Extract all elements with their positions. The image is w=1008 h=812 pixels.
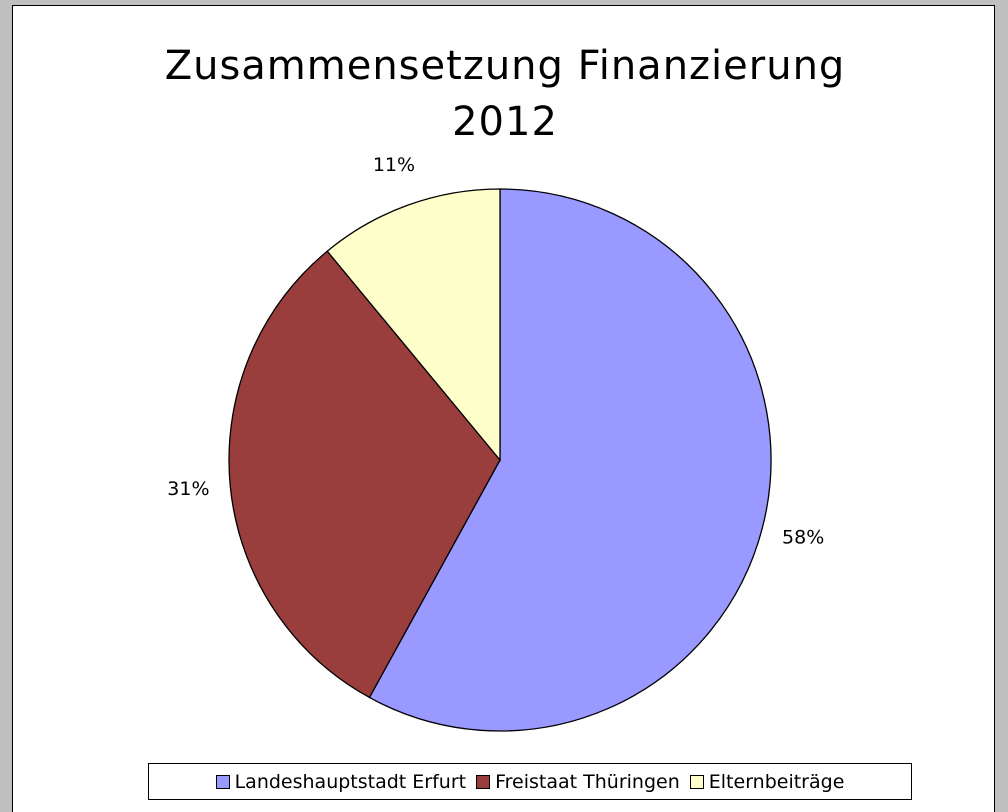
legend-item: Landeshauptstadt Erfurt [215, 770, 467, 793]
legend-swatch [689, 774, 704, 789]
legend-label: Elternbeiträge [708, 770, 845, 793]
legend-label: Landeshauptstadt Erfurt [234, 770, 467, 793]
pie-slice [368, 188, 772, 732]
data-label: 31% [167, 478, 209, 500]
chart-title: Zusammensetzung Finanzierung 2012 [164, 43, 846, 145]
legend-swatch [215, 774, 230, 789]
data-label: 11% [373, 154, 415, 176]
data-label: 58% [782, 526, 824, 548]
legend-item: Elternbeiträge [689, 770, 845, 793]
legend-item: Freistaat Thüringen [476, 771, 680, 793]
legend-swatch [476, 774, 491, 789]
pie-slice [228, 250, 501, 699]
pie-slice [326, 188, 501, 462]
legend-label: Freistaat Thüringen [495, 770, 680, 793]
legend: Landeshauptstadt Erfurt Freistaat Thüring… [148, 763, 912, 800]
